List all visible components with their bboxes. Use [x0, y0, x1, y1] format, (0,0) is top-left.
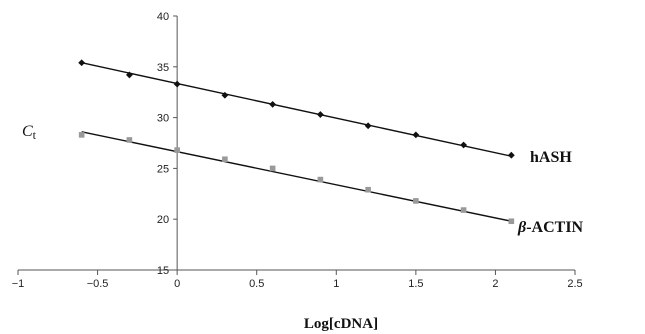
data-point-series-1	[413, 198, 419, 204]
x-tick-label: 1	[333, 278, 339, 290]
data-point-series-0	[507, 151, 515, 159]
data-point-series-1	[508, 218, 515, 225]
data-point-series-1	[78, 132, 85, 138]
x-tick-label: 1.5	[408, 278, 423, 290]
y-tick-label: 35	[157, 62, 169, 74]
y-axis-title-main: C	[22, 123, 33, 140]
data-point-series-0	[126, 71, 133, 79]
axes	[18, 16, 575, 271]
data-point-series-1	[365, 186, 371, 193]
x-tick-label: 0	[174, 278, 180, 290]
series-label-hash-text: hASH	[530, 149, 572, 166]
y-tick-label: 40	[157, 11, 169, 23]
data-point-series-0	[460, 141, 467, 149]
data-point-series-1	[269, 165, 276, 172]
trendline-series-1	[81, 131, 512, 222]
x-axis-title: Log[cDNA]	[304, 316, 378, 332]
data-point-series-0	[316, 111, 324, 118]
series-label-beta-actin-text: -ACTIN	[526, 219, 583, 236]
trendlines	[81, 62, 512, 222]
data-point-series-0	[173, 80, 181, 88]
data-point-series-0	[412, 131, 420, 139]
data-point-series-1	[460, 207, 467, 213]
data-point-series-1	[174, 147, 180, 153]
ticks: −1 −0.5 0 0.5 1 1.5 2 2.5 15 20 25 30 35 40	[12, 11, 583, 290]
y-axis-title: Ct	[22, 123, 37, 142]
data-point-series-0	[78, 59, 86, 67]
y-axis-title-sub: t	[33, 128, 37, 142]
points	[78, 59, 515, 225]
series-label-hash: hASH	[530, 149, 572, 166]
data-point-series-1	[317, 176, 324, 183]
series-label-beta-actin: β-ACTIN	[517, 219, 584, 236]
series-label-beta-actin-greek: β	[517, 219, 527, 236]
x-tick-label: 2	[492, 278, 498, 290]
data-point-series-0	[221, 91, 229, 99]
y-tick-label: 20	[157, 214, 169, 226]
data-point-series-0	[364, 122, 372, 130]
x-tick-label: −1	[12, 278, 25, 290]
y-tick-label: 25	[157, 163, 169, 175]
trendline-series-0	[81, 62, 512, 157]
y-tick-label: 30	[157, 113, 169, 125]
data-point-series-1	[126, 137, 133, 143]
data-point-series-1	[222, 156, 228, 163]
x-tick-label: 0.5	[249, 278, 264, 290]
x-tick-label: −0.5	[87, 278, 109, 290]
data-point-series-0	[269, 100, 277, 108]
x-tick-label: 2.5	[567, 278, 582, 290]
y-tick-label: 15	[157, 265, 169, 277]
